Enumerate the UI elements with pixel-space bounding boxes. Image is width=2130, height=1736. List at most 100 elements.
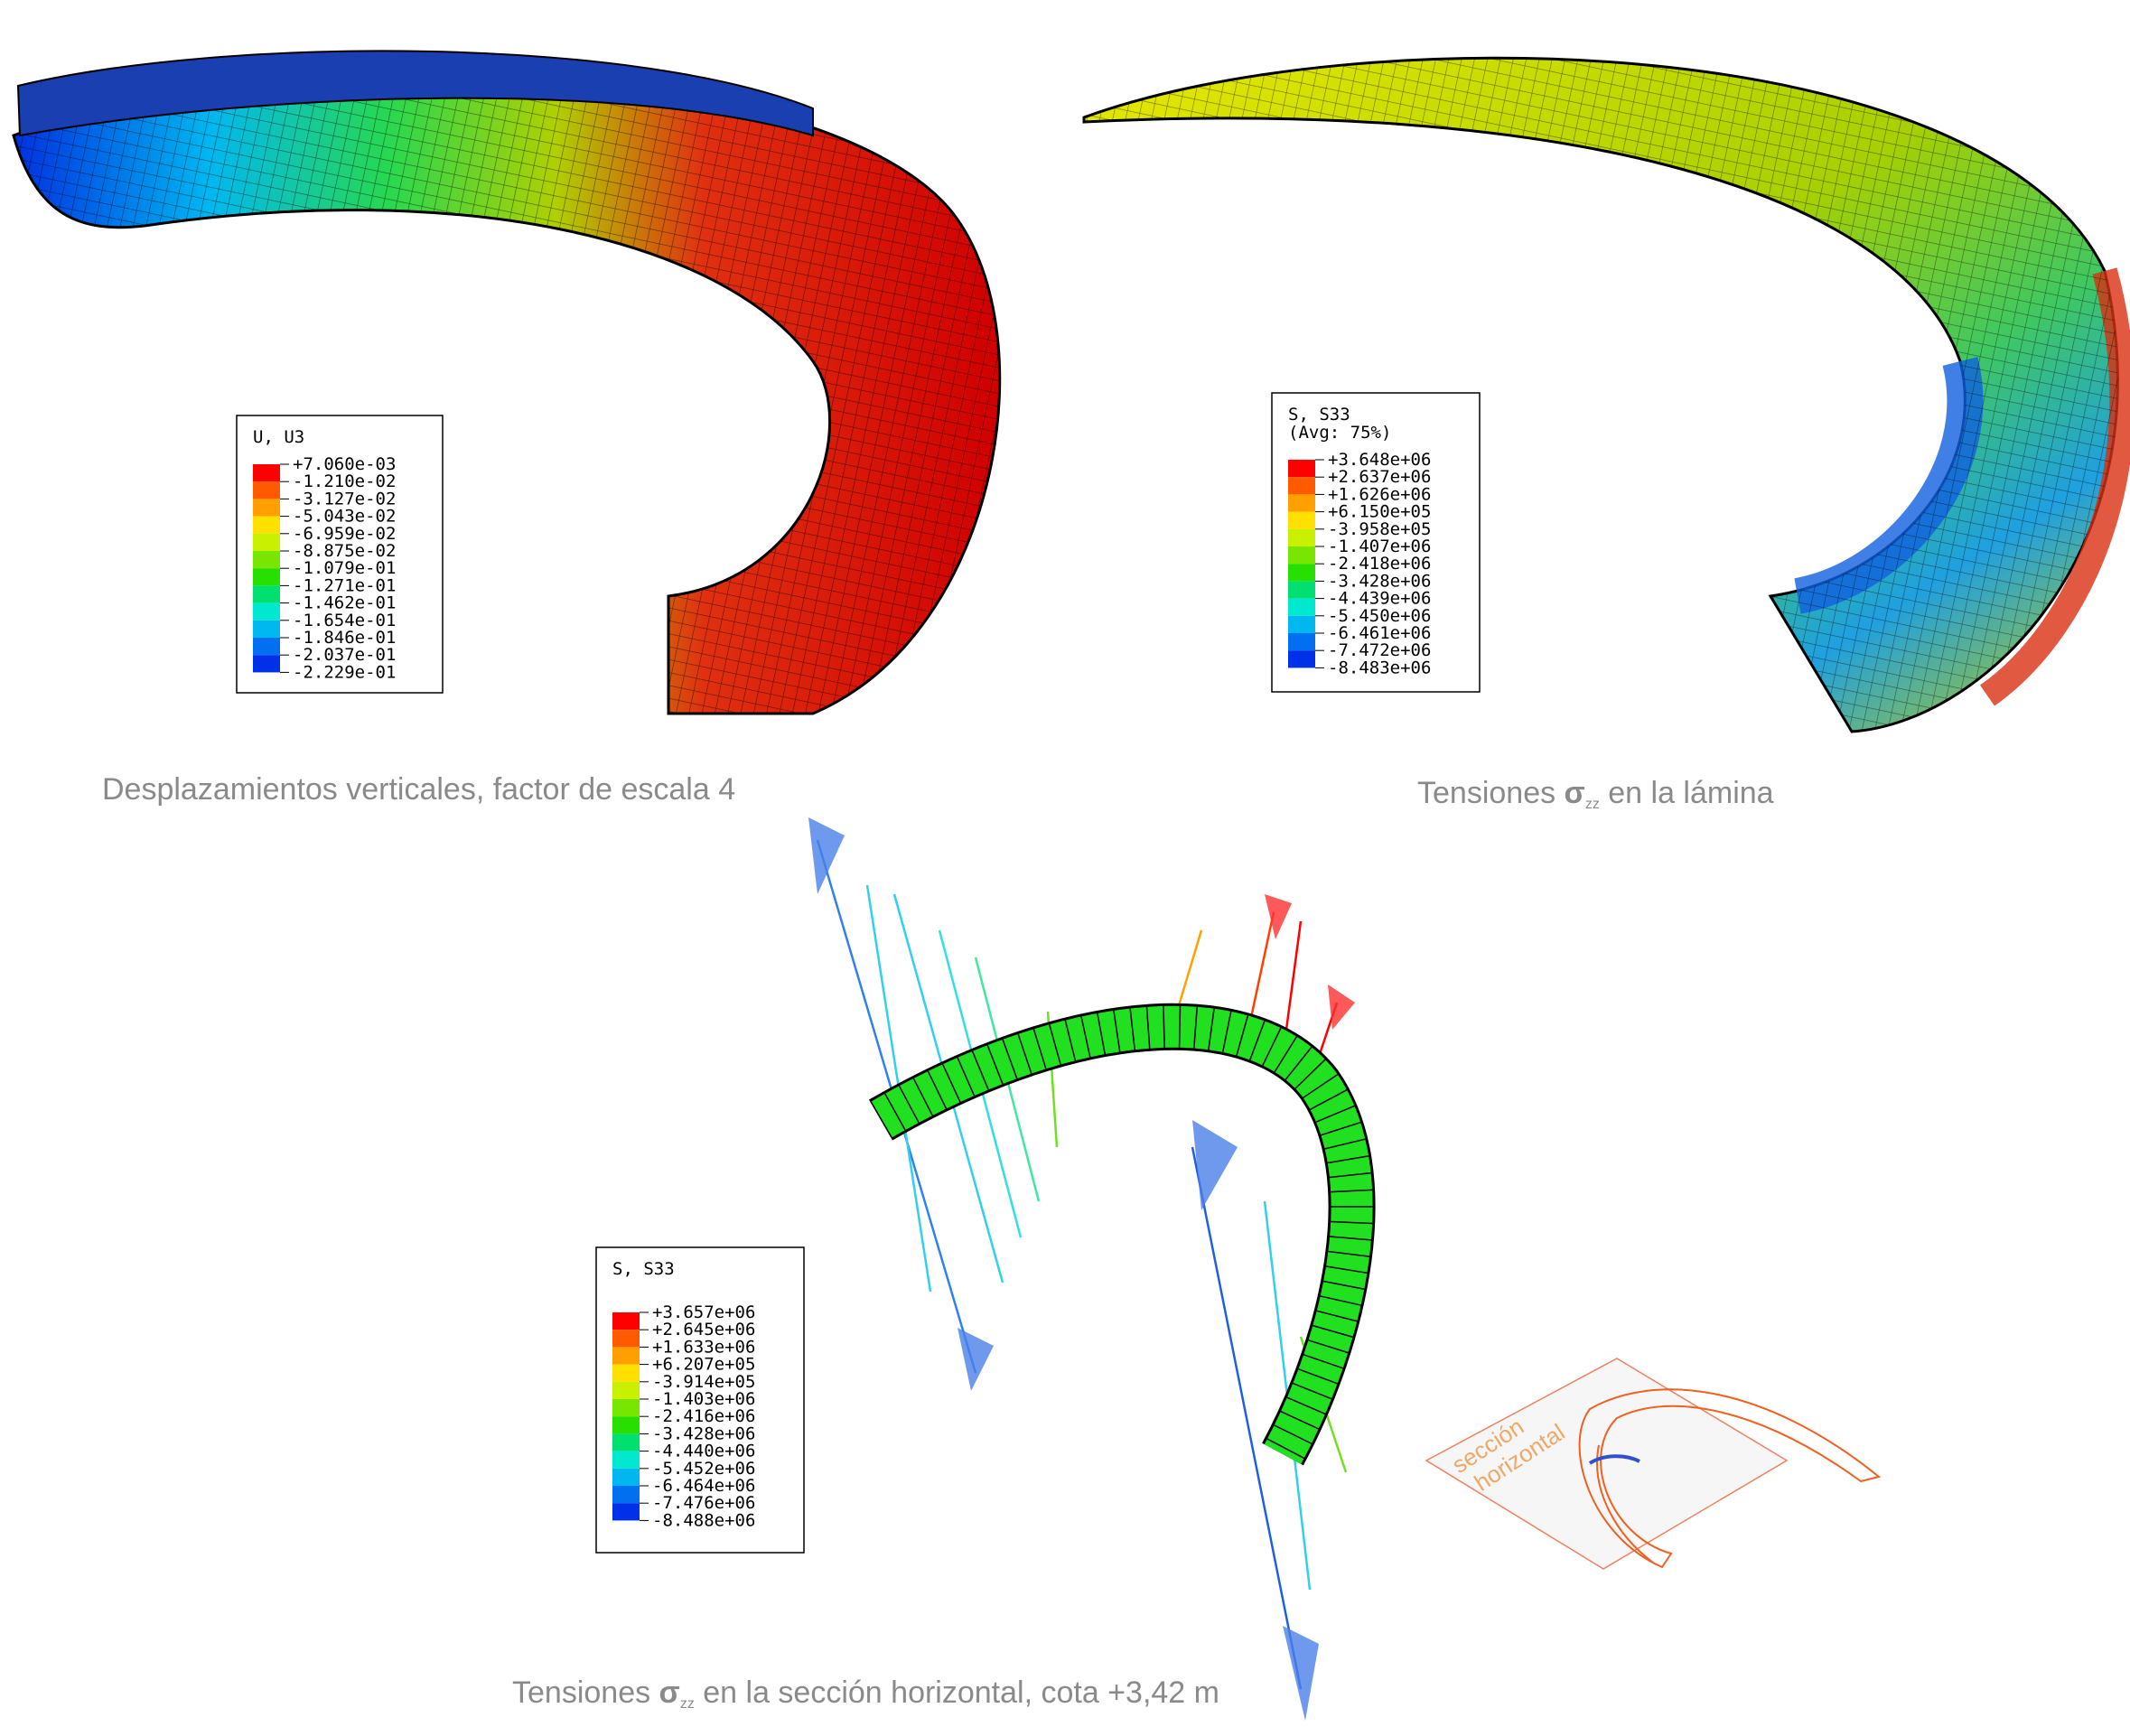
legend-swatch [253, 602, 280, 621]
caption-symbol: σ [1565, 776, 1585, 810]
stress-arrows [816, 839, 1348, 1690]
shell-outline [1578, 1388, 1882, 1569]
legend-value: -1.654e-01 [293, 611, 396, 630]
legend-swatch [612, 1416, 640, 1434]
legend-value: -6.461e+06 [1328, 623, 1431, 643]
legend-value: -5.043e-02 [293, 507, 396, 527]
legend-swatch [1288, 528, 1315, 546]
legend-value: +1.633e+06 [652, 1337, 755, 1357]
legend-swatch [612, 1347, 640, 1365]
legend-value: -3.914e+05 [652, 1372, 755, 1392]
legend-value: -6.959e-02 [293, 524, 396, 544]
arrow-head [808, 817, 845, 894]
legend-swatch [253, 516, 280, 534]
legend-swatch [253, 638, 280, 656]
legend-value: -2.037e-01 [293, 645, 396, 665]
legend-value: -2.416e+06 [652, 1406, 755, 1426]
legend-swatch [612, 1433, 640, 1451]
section-model [808, 817, 1376, 1721]
legend-swatch [253, 620, 280, 638]
upper-shell [16, 50, 814, 137]
legend-swatch [612, 1451, 640, 1469]
legend-value: -3.958e+05 [1328, 519, 1431, 539]
legend-swatch [253, 568, 280, 586]
legend-swatch [612, 1399, 640, 1417]
legend-swatch [612, 1330, 640, 1348]
arrow-head [1192, 1120, 1238, 1210]
legend-value: -1.271e-01 [293, 575, 396, 595]
caption-symbol: σ [659, 1675, 680, 1710]
caption: Tensiones σzz en la lámina [1417, 776, 1774, 812]
legend-swatch [1288, 546, 1315, 565]
legend-swatch [253, 499, 280, 517]
legend: U, U3 +7.060e-03-1.210e-02-3.127e-02-5.04… [236, 415, 444, 694]
legend-value: -3.428e+06 [1328, 571, 1431, 591]
legend-value: -5.450e+06 [1328, 606, 1431, 626]
legend-swatch [1288, 511, 1315, 529]
legend-value: -3.428e+06 [652, 1423, 755, 1443]
legend-value: +6.207e+05 [652, 1355, 755, 1375]
legend-swatch [1288, 581, 1315, 599]
caption-subscript: zz [1585, 797, 1600, 812]
legend-value: -8.488e+06 [652, 1510, 755, 1530]
legend-value: -4.440e+06 [652, 1442, 755, 1461]
legend-value: -1.846e-01 [293, 628, 396, 648]
caption-text: Tensiones [1417, 776, 1565, 810]
section-plane [1425, 1358, 1789, 1570]
legend-swatch [253, 533, 280, 551]
legend-swatch [612, 1312, 640, 1330]
legend-swatch [253, 551, 280, 569]
legend: S, S33 +3.657e+06+2.645e+06+1.633e+06+6.2… [595, 1246, 805, 1554]
legend-swatch [1288, 598, 1315, 616]
mesh [1084, 58, 2118, 733]
arrow-head [1283, 1626, 1319, 1721]
legend-value: -1.403e+06 [652, 1389, 755, 1409]
legend-value: +6.150e+05 [1328, 502, 1431, 522]
legend-value: -1.079e-01 [293, 558, 396, 578]
displacement-model [12, 50, 1002, 715]
legend-value: -7.476e+06 [652, 1493, 755, 1513]
legend: S, S33(Avg: 75%) +3.648e+06+2.637e+06+1.6… [1271, 392, 1481, 693]
legend-value: +2.645e+06 [652, 1320, 755, 1339]
legend-swatch [253, 481, 280, 499]
legend-swatch [612, 1503, 640, 1521]
arrow-head [1328, 985, 1355, 1030]
legend-value: +2.637e+06 [1328, 467, 1431, 487]
section [870, 1005, 1373, 1464]
caption-text: en la lámina [1600, 776, 1774, 810]
legend-value: +3.657e+06 [652, 1302, 755, 1322]
legend-value: -8.875e-02 [293, 541, 396, 561]
legend-swatch [253, 464, 280, 482]
caption-subscript: zz [680, 1696, 695, 1712]
legend-value: +3.648e+06 [1328, 450, 1431, 470]
legend-swatch [1288, 650, 1315, 668]
legend-value: -5.452e+06 [652, 1459, 755, 1479]
arrow-head [1265, 894, 1292, 939]
legend-swatch [1288, 477, 1315, 495]
arrow [1191, 1146, 1303, 1690]
tension-zone [1979, 267, 2130, 706]
legend-value: -1.462e-01 [293, 593, 396, 613]
legend-title: S, S33 [1288, 405, 1350, 425]
legend-swatch [1288, 615, 1315, 633]
legend-value: -1.210e-02 [293, 471, 396, 491]
legend-value: -2.418e+06 [1328, 554, 1431, 574]
arrow-heads [808, 817, 1355, 1721]
legend-value: -1.407e+06 [1328, 537, 1431, 556]
legend-title: U, U3 [253, 427, 304, 447]
caption: Tensiones σzz en la sección horizontal, … [512, 1675, 1219, 1712]
legend-swatch [1288, 460, 1315, 478]
legend-title: (Avg: 75%) [1288, 423, 1391, 443]
arrow-head [958, 1328, 994, 1391]
legends: U, U3 +7.060e-03-1.210e-02-3.127e-02-5.04… [236, 392, 1481, 1554]
legend-value: -3.127e-02 [293, 489, 396, 509]
mesh [14, 73, 1000, 714]
legend-value: +7.060e-03 [293, 454, 396, 474]
legend-value: -7.472e+06 [1328, 640, 1431, 660]
stress-model [1082, 56, 2130, 733]
legend-value: +1.626e+06 [1328, 484, 1431, 504]
section-cut [1588, 1454, 1640, 1465]
legend-swatch [1288, 564, 1315, 582]
